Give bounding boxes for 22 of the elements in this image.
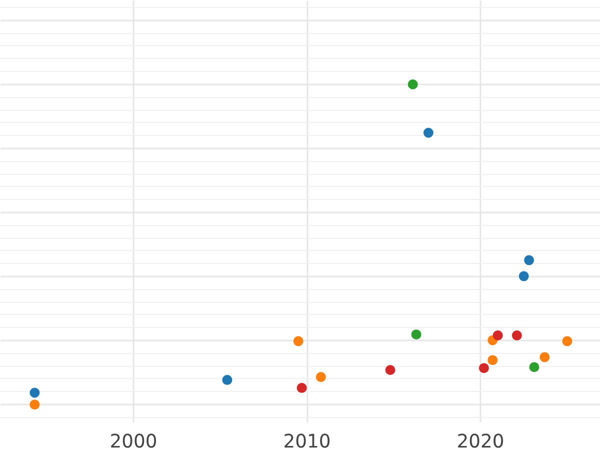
point [492, 330, 503, 340]
point [30, 388, 40, 398]
point [30, 400, 40, 410]
point [529, 362, 540, 372]
point [296, 382, 307, 393]
point [293, 336, 304, 346]
x-tick-label: 2000 [110, 432, 158, 450]
point [512, 330, 522, 340]
point [222, 374, 232, 385]
point [385, 365, 396, 375]
point [408, 79, 418, 90]
point [562, 336, 572, 346]
point [518, 271, 529, 282]
point [524, 255, 534, 266]
point [488, 355, 498, 366]
x-tick-label: 2020 [456, 432, 504, 450]
point [411, 329, 422, 340]
point [316, 372, 326, 382]
point [478, 363, 489, 374]
x-tick-label: 2010 [283, 432, 331, 450]
point [423, 128, 434, 138]
point [540, 352, 550, 362]
